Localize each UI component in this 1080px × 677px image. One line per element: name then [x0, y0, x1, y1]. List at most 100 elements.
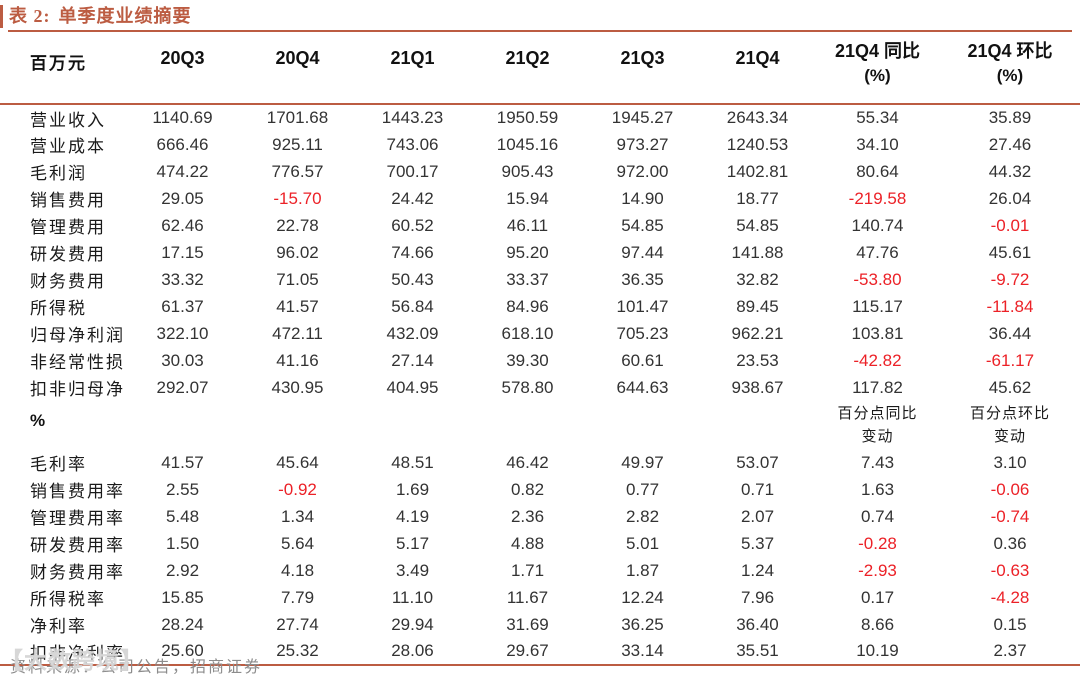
value-cell: 15.85: [161, 587, 204, 607]
value-cell: 41.16: [276, 350, 319, 370]
value-cell: 33.37: [506, 269, 549, 289]
value-cell: 115.17: [852, 296, 903, 316]
title-underline: [8, 30, 1072, 32]
header-row: 百万元 20Q3 20Q4 21Q1 21Q2 21Q3 21Q4 21Q4 同…: [0, 36, 1080, 105]
value-cell: 2.92: [165, 560, 200, 580]
value-cell: 7.79: [280, 587, 315, 607]
row-label: 营业收入: [30, 110, 106, 130]
value-cell: 25.60: [125, 638, 240, 666]
title-accent-bar: [0, 5, 3, 28]
value-cell: 292.07: [156, 377, 209, 397]
value-cell: 1240.53: [726, 134, 789, 154]
value-cell: 1.50: [165, 533, 200, 553]
row-label: 毛利率: [30, 455, 87, 474]
col-header-21q3: 21Q3: [585, 36, 700, 105]
value-cell: 74.66: [391, 242, 434, 262]
value-cell: 103.81: [851, 323, 904, 343]
table-title-prefix: 表 2:: [9, 6, 51, 26]
value-cell: 1045.16: [496, 134, 559, 154]
value-cell: 1.71: [510, 560, 545, 580]
value-cell: 41.57: [161, 452, 204, 472]
value-cell: 49.97: [621, 452, 664, 472]
value-cell: 705.23: [616, 323, 669, 343]
table-row: 毛利率 41.57 45.64 48.51 46.42 49.97 53.07 7.43 3.1…: [0, 449, 1080, 476]
value-cell: -0.06: [990, 479, 1030, 499]
value-cell: -42.82: [853, 350, 902, 370]
table-row: 管理费用 62.46 22.78 60.52 46.11 54.85 54.85 140.74…: [0, 212, 1080, 239]
value-cell: 17.15: [161, 242, 204, 262]
value-cell: 404.95: [386, 377, 439, 397]
value-cell: 11.67: [506, 587, 549, 607]
value-cell: 48.51: [391, 452, 434, 472]
value-cell: 97.44: [621, 242, 664, 262]
row-label: 非经常性损: [30, 353, 125, 372]
row-label: 归母净利润: [30, 326, 125, 345]
value-cell: 2.37: [940, 638, 1080, 666]
value-cell: 34.10: [856, 134, 899, 154]
value-cell: 29.94: [391, 614, 434, 634]
value-cell: 45.61: [988, 242, 1032, 262]
value-cell: -9.72: [990, 269, 1030, 289]
value-cell: 29.67: [470, 638, 585, 666]
row-label: 财务费用: [30, 272, 106, 291]
table-row: 归母净利润 322.10 472.11 432.09 618.10 705.23 962.2…: [0, 320, 1080, 347]
value-cell: 4.88: [510, 533, 545, 553]
value-cell: 140.74: [851, 215, 904, 235]
value-cell: 89.45: [736, 296, 779, 316]
value-cell: 35.89: [988, 108, 1032, 127]
table-row: 净利率 28.24 27.74 29.94 31.69 36.25 36.40 8.66 0.1…: [0, 611, 1080, 638]
value-cell: 27.74: [276, 614, 319, 634]
value-cell: 2.82: [625, 506, 660, 526]
value-cell: 39.30: [506, 350, 549, 370]
col-header-qoq: 21Q4 环比 (%): [940, 36, 1080, 105]
value-cell: 54.85: [621, 215, 664, 235]
value-cell: 10.19: [815, 638, 940, 666]
value-cell: 5.17: [395, 533, 430, 553]
col-header-21q4: 21Q4: [700, 36, 815, 105]
value-cell: -2.93: [858, 560, 897, 580]
value-cell: 973.27: [616, 134, 669, 154]
value-cell: 61.37: [161, 296, 204, 316]
value-cell: 972.00: [616, 161, 669, 181]
percent-section-header: % 百分点同比 变动 百分点环比 变动: [0, 401, 1080, 449]
table-row: 毛利润 474.22 776.57 700.17 905.43 972.00 1402.81…: [0, 158, 1080, 185]
value-cell: 776.57: [271, 161, 324, 181]
value-cell: 5.37: [740, 533, 775, 553]
value-cell: 666.46: [156, 134, 209, 154]
value-cell: 55.34: [856, 108, 899, 127]
col-header-21q2: 21Q2: [470, 36, 585, 105]
value-cell: 36.40: [736, 614, 779, 634]
value-cell: 0.82: [510, 479, 545, 499]
value-cell: 432.09: [386, 323, 439, 343]
value-cell: 925.11: [272, 134, 323, 154]
row-label: 所得税率: [30, 590, 106, 609]
value-cell: 46.11: [506, 215, 549, 235]
value-cell: 45.62: [988, 377, 1032, 397]
value-cell: 1.69: [395, 479, 430, 499]
value-cell: 36.35: [621, 269, 664, 289]
value-cell: 1950.59: [496, 108, 559, 127]
table-row: 所得税 61.37 41.57 56.84 84.96 101.47 89.45 115.17…: [0, 293, 1080, 320]
col-header-qoq-line2: (%): [996, 66, 1024, 85]
value-cell: 28.06: [355, 638, 470, 666]
value-cell: 36.44: [988, 323, 1032, 343]
table-row: 营业收入 1140.69 1701.68 1443.23 1950.59 1945.27 2…: [0, 104, 1080, 131]
value-cell: 700.17: [386, 161, 439, 181]
value-cell: 60.61: [621, 350, 664, 370]
value-cell: 18.77: [736, 188, 779, 208]
value-cell: 24.42: [391, 188, 434, 208]
table-row: 扣非归母净 292.07 430.95 404.95 578.80 644.63 938.6…: [0, 374, 1080, 401]
value-cell: 29.05: [161, 188, 204, 208]
value-cell: 71.05: [276, 269, 319, 289]
value-cell: 31.69: [506, 614, 549, 634]
value-cell: 905.43: [501, 161, 554, 181]
qoq-subheader-line1: 百分点环比: [969, 406, 1050, 422]
row-label: 管理费用: [30, 218, 106, 237]
row-label: 销售费用: [30, 191, 106, 210]
value-cell: 22.78: [276, 215, 319, 235]
value-cell: 0.77: [625, 479, 660, 499]
value-cell: -15.70: [273, 188, 322, 208]
table-title-text: 单季度业绩摘要: [58, 6, 192, 26]
value-cell: 11.10: [391, 587, 434, 607]
value-cell: 53.07: [736, 452, 779, 472]
